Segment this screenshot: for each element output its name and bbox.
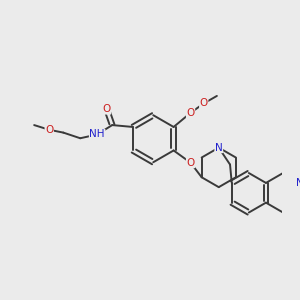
Text: N: N — [215, 142, 223, 153]
Text: O: O — [103, 104, 111, 114]
Text: NH: NH — [89, 130, 105, 140]
Text: N: N — [296, 178, 300, 188]
Text: O: O — [200, 98, 208, 109]
Text: O: O — [186, 158, 195, 168]
Text: O: O — [186, 108, 195, 118]
Text: O: O — [45, 125, 53, 135]
